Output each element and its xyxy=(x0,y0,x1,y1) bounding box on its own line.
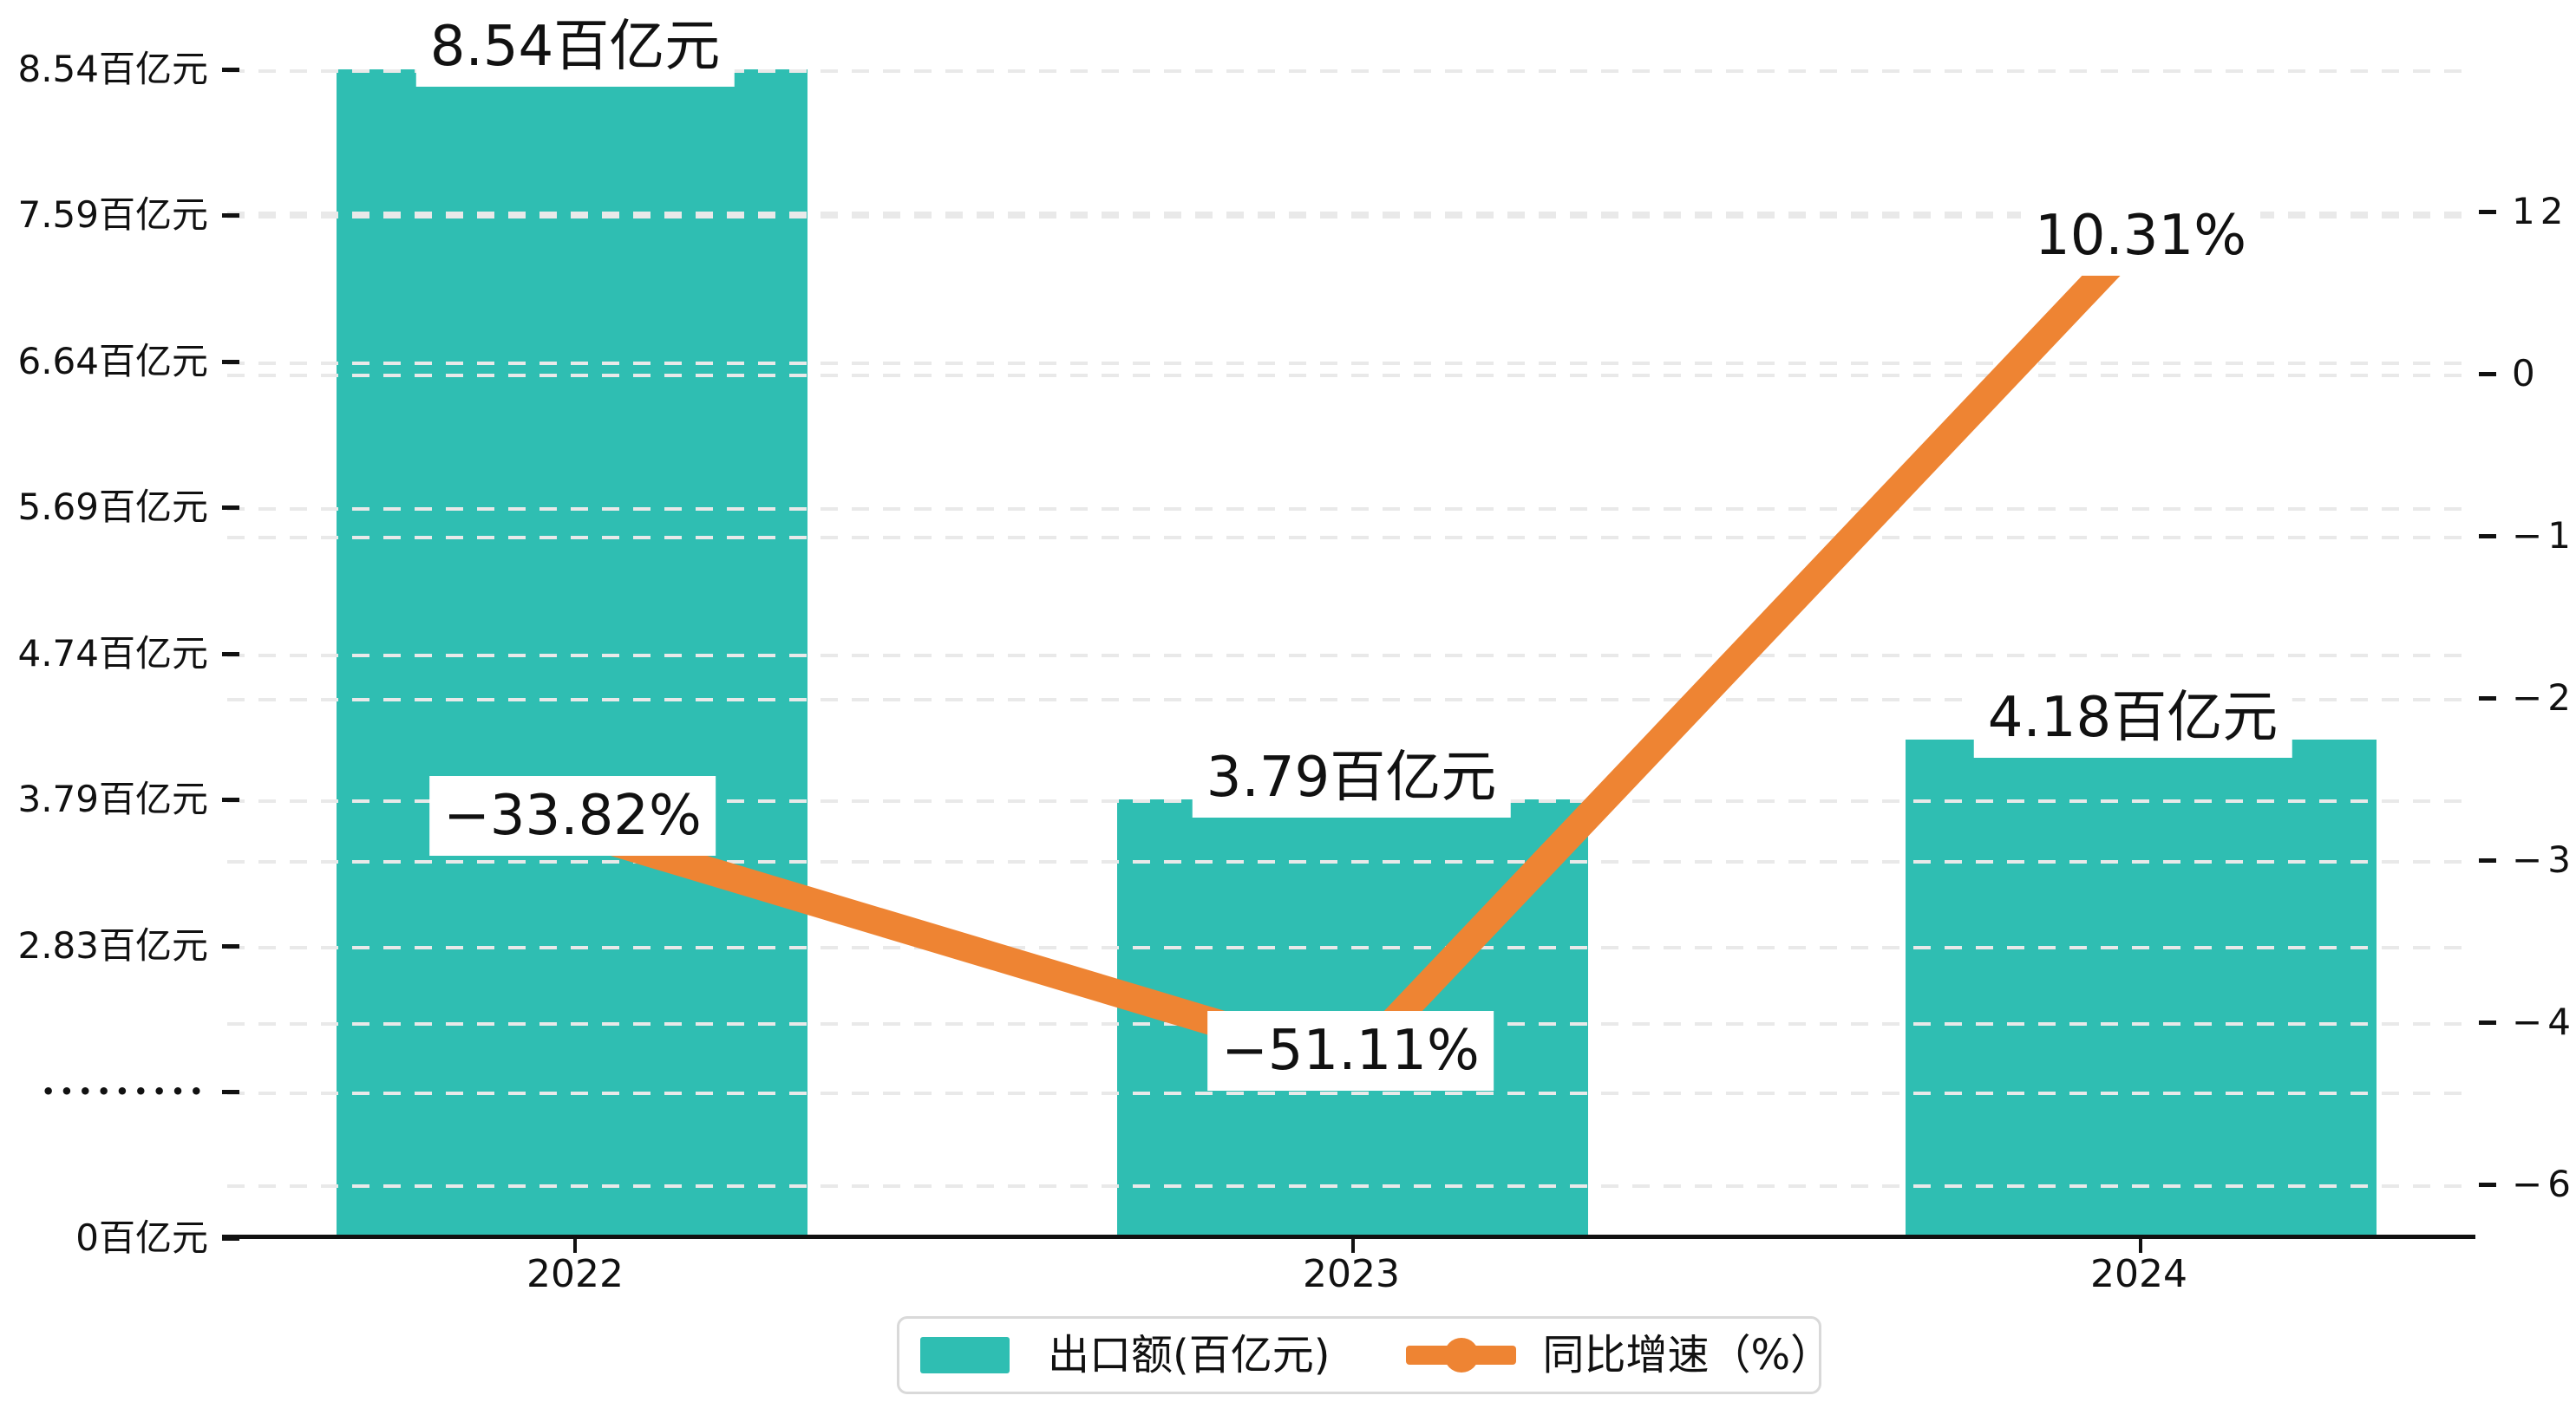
right-axis-tick: −48 xyxy=(2479,1004,2576,1040)
legend-item-growth[interactable]: 同比增速（%） xyxy=(1542,1331,1833,1379)
line-value-label: 10.31% xyxy=(2020,196,2261,276)
bar-2024[interactable] xyxy=(1906,740,2377,1238)
left-axis-tick: 4.74百亿元 xyxy=(17,632,239,675)
left-axis-tick: 2.83百亿元 xyxy=(17,924,239,967)
line-value-label: −51.11% xyxy=(1207,1011,1494,1091)
x-axis-tickmark xyxy=(2139,1239,2142,1253)
legend-line-swatch[interactable] xyxy=(1406,1338,1517,1373)
bar-value-label: 3.79百亿元 xyxy=(1192,738,1511,818)
x-axis-tickmark xyxy=(1351,1239,1355,1253)
right-axis-tick: 0 xyxy=(2479,352,2540,395)
x-axis-line xyxy=(222,1235,2475,1239)
x-axis-tickmark xyxy=(573,1239,577,1253)
x-axis-label-2023: 2023 xyxy=(1303,1252,1400,1296)
left-axis-tick: 8.54百亿元 xyxy=(17,48,239,90)
line-value-label: −33.82% xyxy=(429,776,716,856)
legend-line-dot-icon xyxy=(1443,1338,1479,1373)
left-axis-tick-dotted: ••••••••• xyxy=(41,1079,240,1104)
x-axis-label-2022: 2022 xyxy=(526,1252,624,1296)
bar-value-label: 4.18百亿元 xyxy=(1973,678,2292,758)
left-axis-tick: 7.59百亿元 xyxy=(17,193,239,236)
right-axis-tick: 12 xyxy=(2478,190,2569,232)
legend-item-exports[interactable]: 出口额(百亿元) xyxy=(1048,1331,1330,1379)
left-axis-tick: 0百亿元 xyxy=(75,1216,239,1259)
left-axis-tick: 6.64百亿元 xyxy=(17,340,239,382)
right-axis-tick: −12 xyxy=(2479,518,2576,554)
right-axis-tick: −24 xyxy=(2479,680,2576,716)
left-axis-tick: 3.79百亿元 xyxy=(17,778,239,820)
right-axis-tick: −36 xyxy=(2479,842,2576,878)
x-axis-label-2024: 2024 xyxy=(2090,1252,2187,1296)
right-axis-tick: −60 xyxy=(2479,1166,2576,1203)
legend: 出口额(百亿元) 同比增速（%） xyxy=(897,1316,1832,1394)
legend-bar-swatch[interactable] xyxy=(920,1337,1010,1373)
left-axis-tick: 5.69百亿元 xyxy=(17,486,239,528)
bar-value-label: 8.54百亿元 xyxy=(415,7,735,87)
